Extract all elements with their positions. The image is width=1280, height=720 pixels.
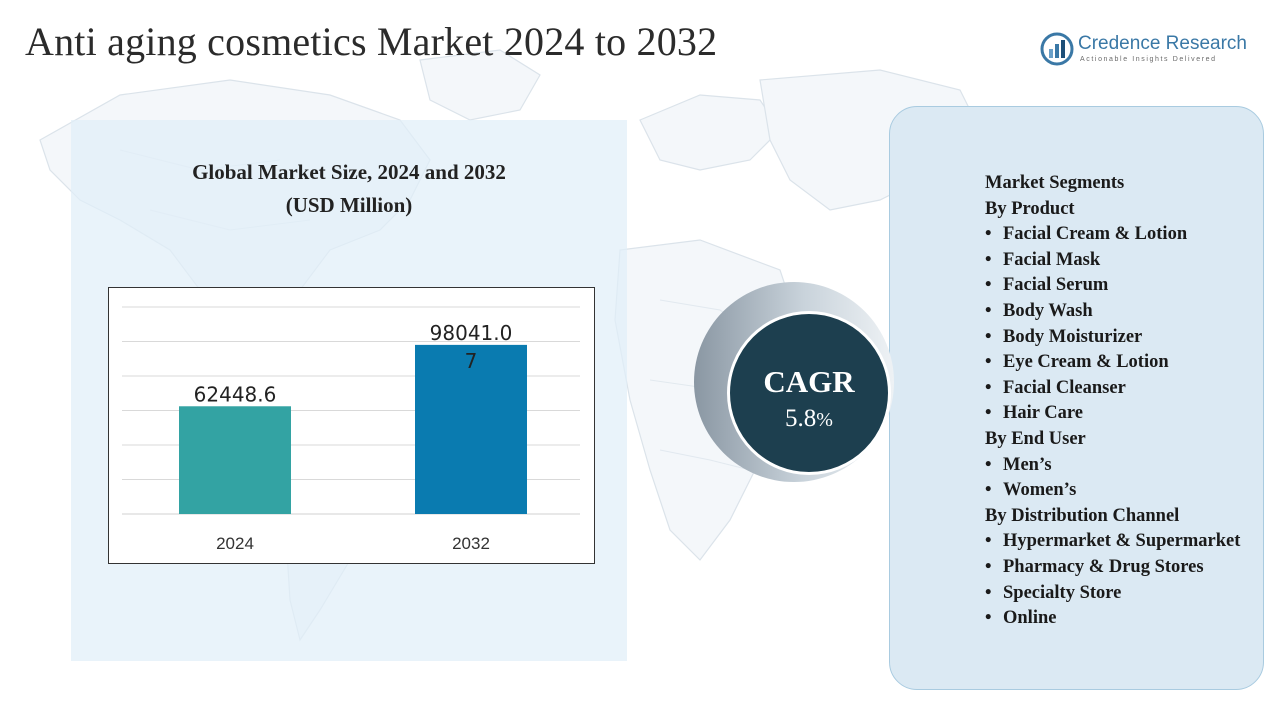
x-tick-label: 2032 [452,534,490,553]
segment-item: Hair Care [985,401,1270,427]
x-tick-labels: 2024 2032 [216,534,490,553]
logo-tagline: Actionable Insights Delivered [1080,56,1217,63]
bar-2024 [179,406,291,514]
chart-title: Global Market Size, 2024 and 2032 (USD M… [71,156,627,222]
segment-item: Facial Cleanser [985,376,1270,402]
chart-title-line2: (USD Million) [285,193,413,217]
bars [179,344,527,514]
page-title: Anti aging cosmetics Market 2024 to 2032 [25,19,718,64]
segment-item: Facial Cream & Lotion [985,222,1270,248]
segment-item: Hypermarket & Supermarket [985,529,1270,555]
value-label-2024: 62448.6 [194,382,277,406]
segment-item: Facial Serum [985,273,1270,299]
value-labels: 62448.6 98041.0 7 [194,321,513,406]
segment-item: Online [985,606,1270,632]
segment-heading: By Product [985,198,1075,219]
market-segments-list: Market Segments By Product Facial Cream & … [985,171,1270,632]
segment-item: Women’s [985,478,1270,504]
segment-item: Men’s [985,453,1270,479]
logo-icon [1040,32,1074,66]
brand-logo: Credence Research Actionable Insights De… [1040,32,1260,68]
segment-heading: By Distribution Channel [985,505,1180,526]
value-label-2032: 98041.0 7 [430,321,513,373]
logo-name: Credence Research [1078,33,1247,54]
cagr-label: CAGR [763,364,855,399]
segment-heading: By End User [985,428,1086,449]
x-tick-label: 2024 [216,534,254,553]
segment-item: Pharmacy & Drug Stores [985,555,1270,581]
cagr-value-line: 5.8% [730,405,888,433]
segment-heading: Market Segments [985,173,1125,193]
segment-item: Eye Cream & Lotion [985,350,1270,376]
segment-item: Body Wash [985,299,1270,325]
bar-2032 [415,344,527,514]
cagr-unit: % [816,409,833,431]
segment-item: Body Moisturizer [985,325,1270,351]
segment-item: Facial Mask [985,248,1270,274]
cagr-badge: CAGR 5.8% [727,311,891,475]
chart-title-line1: Global Market Size, 2024 and 2032 [192,160,506,184]
market-size-bar-chart: 62448.6 98041.0 7 2024 2032 [108,287,595,564]
cagr-value: 5.8 [785,405,817,432]
segment-item: Specialty Store [985,581,1270,607]
